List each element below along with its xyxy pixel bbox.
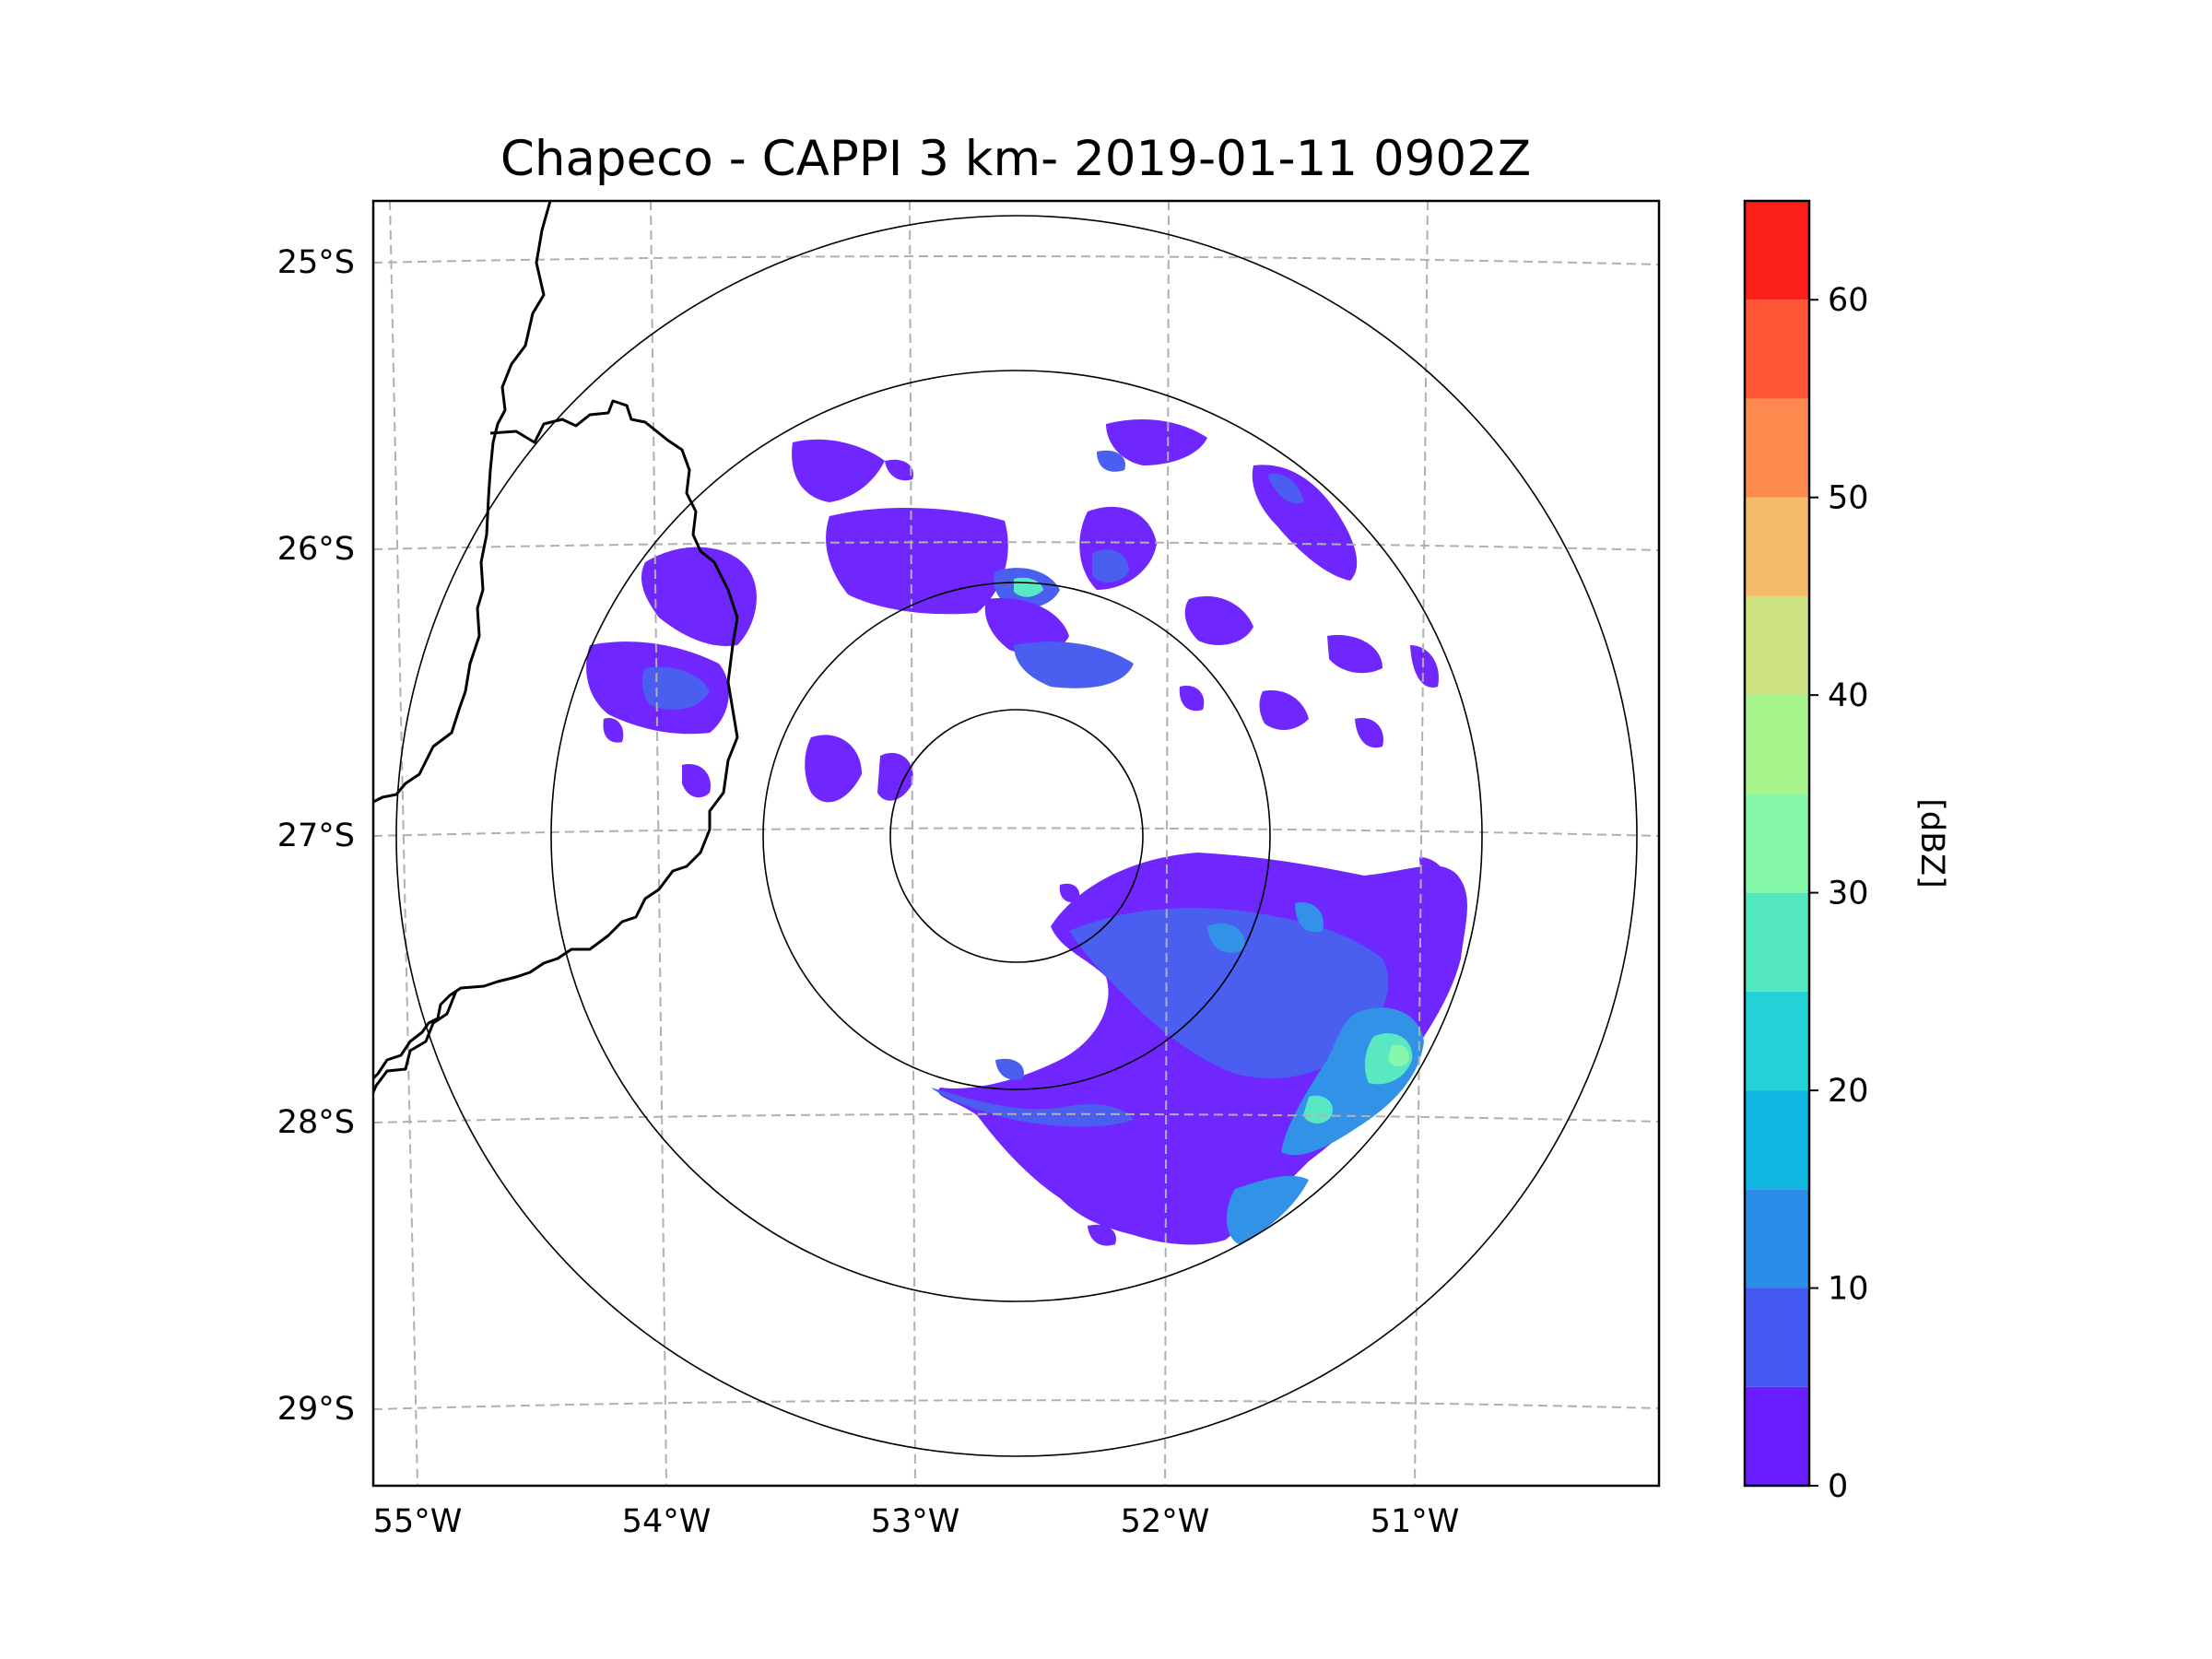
radar-echoes — [586, 419, 1467, 1246]
chart-title: Chapeco - CAPPI 3 km- 2019-01-11 0902Z — [500, 131, 1531, 187]
echo-east-2 — [1259, 690, 1309, 730]
colorbar-segment — [1745, 1189, 1809, 1288]
echo-small-7 — [1207, 923, 1245, 953]
map-background — [373, 201, 1659, 1486]
colorbar-tick-label: 0 — [1828, 1468, 1848, 1505]
echo-northeast — [1252, 465, 1358, 581]
colorbar-segment — [1745, 300, 1809, 399]
echo-east-1 — [1184, 595, 1253, 645]
range-ring-1 — [889, 709, 1144, 963]
colorbar-segment — [1745, 892, 1809, 992]
lat-label: 28°S — [277, 1104, 355, 1141]
colorbar-tick-label: 50 — [1828, 480, 1869, 517]
colorbar-segments — [1745, 201, 1809, 1486]
echo-north-center — [1014, 641, 1134, 688]
colorbar-segment — [1745, 201, 1809, 300]
echo-core-peak — [1388, 1044, 1409, 1066]
echo-north-west-block — [641, 547, 757, 646]
echo-small-5 — [1088, 1224, 1116, 1246]
political-borders — [373, 201, 739, 1093]
map-frame — [371, 199, 1661, 1488]
range-rings — [395, 215, 1638, 1457]
echo-lower-band — [931, 1088, 1134, 1127]
colorbar-segment — [1745, 497, 1809, 596]
colorbar-segment — [1745, 1288, 1809, 1387]
lon-label: 52°W — [1121, 1503, 1210, 1540]
lon-label: 55°W — [373, 1503, 463, 1540]
echo-southwest-tail — [1226, 1175, 1309, 1244]
echo-west-2 — [805, 735, 862, 803]
latitude-labels: 25°S 26°S 27°S 28°S 29°S — [277, 244, 355, 1428]
parallel-29s — [373, 1399, 1659, 1410]
parallel-27s — [373, 827, 1659, 837]
colorbar-tick-label: 60 — [1828, 282, 1869, 319]
echo-small-1 — [1179, 686, 1205, 712]
echo-small-10 — [603, 718, 624, 743]
echo-west-4 — [682, 764, 711, 798]
meridian-54w — [650, 201, 667, 1486]
echo-small-6 — [1059, 883, 1080, 903]
lon-label: 51°W — [1371, 1503, 1460, 1540]
parallel-26s — [373, 541, 1659, 551]
colorbar-ticks: 0 10 20 30 40 50 60 — [1809, 282, 1869, 1505]
range-ring-4 — [395, 215, 1638, 1457]
echo-north-east-1-light — [1092, 549, 1129, 582]
lon-label: 54°W — [622, 1503, 712, 1540]
echo-small-4 — [885, 459, 913, 481]
border-argentina-brazil-south — [373, 990, 458, 1093]
echo-small-8 — [1295, 902, 1324, 933]
colorbar-tick-label: 10 — [1828, 1271, 1869, 1308]
colorbar-segment — [1745, 695, 1809, 794]
echo-north-top-light — [1097, 450, 1125, 472]
echo-north-top — [1106, 419, 1207, 465]
echo-small-2 — [1355, 718, 1383, 748]
echo-northeast-light — [1267, 474, 1304, 504]
range-ring-2 — [762, 582, 1271, 1090]
lon-label: 53°W — [871, 1503, 960, 1540]
meridian-51w — [1414, 201, 1429, 1486]
lat-label: 25°S — [277, 244, 355, 281]
colorbar-segment — [1745, 991, 1809, 1091]
colorbar-tick-label: 40 — [1828, 677, 1869, 714]
lat-label: 26°S — [277, 531, 355, 568]
parallel-25s — [373, 254, 1659, 265]
meridian-53w — [909, 201, 916, 1486]
echo-east-3 — [1327, 635, 1382, 674]
lat-label: 27°S — [277, 818, 355, 854]
echo-west-block-light — [641, 666, 710, 710]
colorbar-segment — [1745, 595, 1809, 696]
echo-region-southeast-light — [1069, 908, 1389, 1078]
echo-north-2 — [826, 507, 1008, 615]
colorbar-segment — [1745, 398, 1809, 498]
echo-west-3 — [877, 752, 913, 801]
border-paraguay-brazil — [373, 201, 552, 804]
colorbar-frame — [1743, 199, 1811, 1488]
echo-north-3 — [984, 598, 1069, 654]
colorbar-label: [dBZ] — [1913, 798, 1950, 888]
echo-small-3 — [995, 1058, 1024, 1080]
echo-north-1 — [792, 439, 885, 502]
colorbar: 0 10 20 30 40 50 60 [dBZ] — [1743, 199, 1950, 1505]
parallel-28s — [373, 1112, 1659, 1124]
colorbar-segment — [1745, 1090, 1809, 1190]
longitude-labels: 55°W 54°W 53°W 52°W 51°W — [373, 1503, 1460, 1540]
colorbar-segment — [1745, 794, 1809, 893]
lat-label: 29°S — [277, 1391, 355, 1428]
range-ring-3 — [550, 370, 1483, 1302]
map-axes — [371, 199, 1661, 1488]
meridian-52w — [1164, 201, 1170, 1486]
echo-small-9 — [1419, 857, 1448, 890]
gridlines — [373, 201, 1659, 1486]
colorbar-tick-label: 30 — [1828, 876, 1869, 912]
colorbar-tick-label: 20 — [1828, 1073, 1869, 1110]
echo-east-4 — [1410, 645, 1439, 688]
colorbar-segment — [1745, 1386, 1809, 1486]
meridian-55w — [389, 201, 418, 1486]
